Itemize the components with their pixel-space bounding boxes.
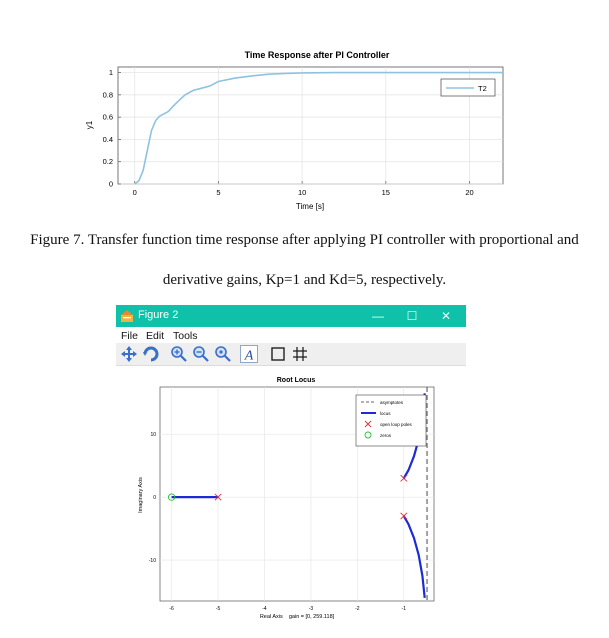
plot-frame: [117, 66, 504, 185]
y-tick-label: 0: [153, 495, 156, 501]
x-tick-label: -4: [262, 606, 267, 612]
legend-label-t2: T2: [478, 84, 487, 93]
legend: T2: [440, 78, 496, 97]
x-tick-label: 10: [298, 188, 306, 197]
locus-branch-3: [402, 515, 426, 599]
y-tick-labels: -10 0 10: [149, 432, 156, 564]
open-loop-poles: [214, 474, 408, 520]
figure-window: Figure 2 — ☐ ✕ File Edit Tools: [116, 305, 466, 638]
zoom-reset-icon[interactable]: [214, 345, 232, 363]
y-tick-label: 1: [109, 68, 113, 77]
legend-box: [355, 394, 427, 447]
x-tick-label: -6: [169, 606, 174, 612]
legend-swatch-poles: [364, 420, 372, 428]
x-tick-labels: -6 -5 -4 -3 -2 -1: [169, 606, 406, 612]
y-tick-label: -10: [149, 558, 156, 564]
legend-label-zeros: zeros: [380, 433, 392, 438]
menu-tools[interactable]: Tools: [173, 330, 198, 342]
y-tick-label: 0.4: [103, 135, 113, 144]
y-axis-label: y1: [85, 120, 94, 129]
text-icon[interactable]: A: [240, 345, 258, 363]
chart-title: Root Locus: [277, 377, 316, 384]
menu-file[interactable]: File: [121, 330, 138, 342]
y-tick-label: 0.2: [103, 157, 113, 166]
caption-line-2: derivative gains, Kp=1 and Kd=5, respect…: [162, 272, 447, 288]
y-tick-label: 0.6: [103, 113, 113, 122]
zeros: [167, 493, 176, 501]
close-button[interactable]: ✕: [440, 309, 452, 323]
rotate-icon[interactable]: [142, 345, 160, 363]
x-tick-label: 20: [465, 188, 473, 197]
menu-bar: File Edit Tools: [116, 327, 466, 343]
x-tick-label: -1: [402, 606, 407, 612]
y-tick-labels: 0 0.2 0.4 0.6 0.8 1: [103, 68, 113, 188]
legend-swatch-zeros: [364, 431, 372, 439]
y-tick-label: 0.8: [103, 90, 113, 99]
caption-line-1: Figure 7. Transfer function time respons…: [30, 232, 579, 248]
legend-label-locus: locus: [380, 411, 391, 416]
pan-icon[interactable]: [120, 345, 138, 363]
box-icon[interactable]: [269, 345, 287, 363]
x-axis-label: Real Axis gain = [0, 259.118]: [260, 614, 335, 620]
legend: asymptotes locus open loop poles zeros: [355, 394, 427, 447]
series-line-t2: [134, 71, 503, 185]
y-axis-label: Imaginary Axis: [138, 477, 144, 513]
octave-icon: [121, 310, 133, 322]
grid-icon[interactable]: [291, 345, 309, 363]
series: [134, 71, 503, 185]
open-loop-pole: [400, 474, 408, 482]
zoom-in-icon[interactable]: [170, 345, 188, 363]
root-locus-chart: Root Locus -6 -5 -4 -3 -2 -1 -10 0 10 Real Axis…: [138, 377, 435, 620]
y-tick-label: 0: [109, 180, 113, 189]
maximize-button[interactable]: ☐: [406, 309, 418, 323]
toolbar: A: [116, 343, 466, 366]
title-bar[interactable]: Figure 2 — ☐ ✕: [116, 305, 466, 327]
legend-label-poles: open loop poles: [380, 422, 413, 427]
x-tick-label: -3: [309, 606, 314, 612]
chart-title: Time Response after PI Controller: [245, 50, 390, 60]
x-tick-label: 0: [133, 188, 137, 197]
x-tick-labels: 0 5 10 15 20: [133, 188, 474, 197]
x-tick-label: 5: [216, 188, 220, 197]
open-loop-pole: [214, 493, 222, 501]
window-title: Figure 2: [138, 309, 179, 321]
open-loop-pole: [400, 512, 408, 520]
legend-label-asymptotes: asymptotes: [380, 400, 404, 405]
zero-marker: [167, 493, 176, 501]
menu-edit[interactable]: Edit: [146, 330, 165, 342]
x-axis-label: Time [s]: [296, 202, 324, 211]
x-tick-label: -2: [355, 606, 360, 612]
minimize-button[interactable]: —: [372, 309, 384, 323]
y-tick-label: 10: [150, 432, 156, 438]
x-tick-label: 15: [382, 188, 390, 197]
x-tick-label: -5: [216, 606, 221, 612]
legend-pole-marker: [364, 420, 372, 428]
zoom-out-icon[interactable]: [192, 345, 210, 363]
svg-text:A: A: [244, 349, 254, 364]
time-response-chart: Time Response after PI Controller 0 5 10 15…: [85, 50, 504, 211]
